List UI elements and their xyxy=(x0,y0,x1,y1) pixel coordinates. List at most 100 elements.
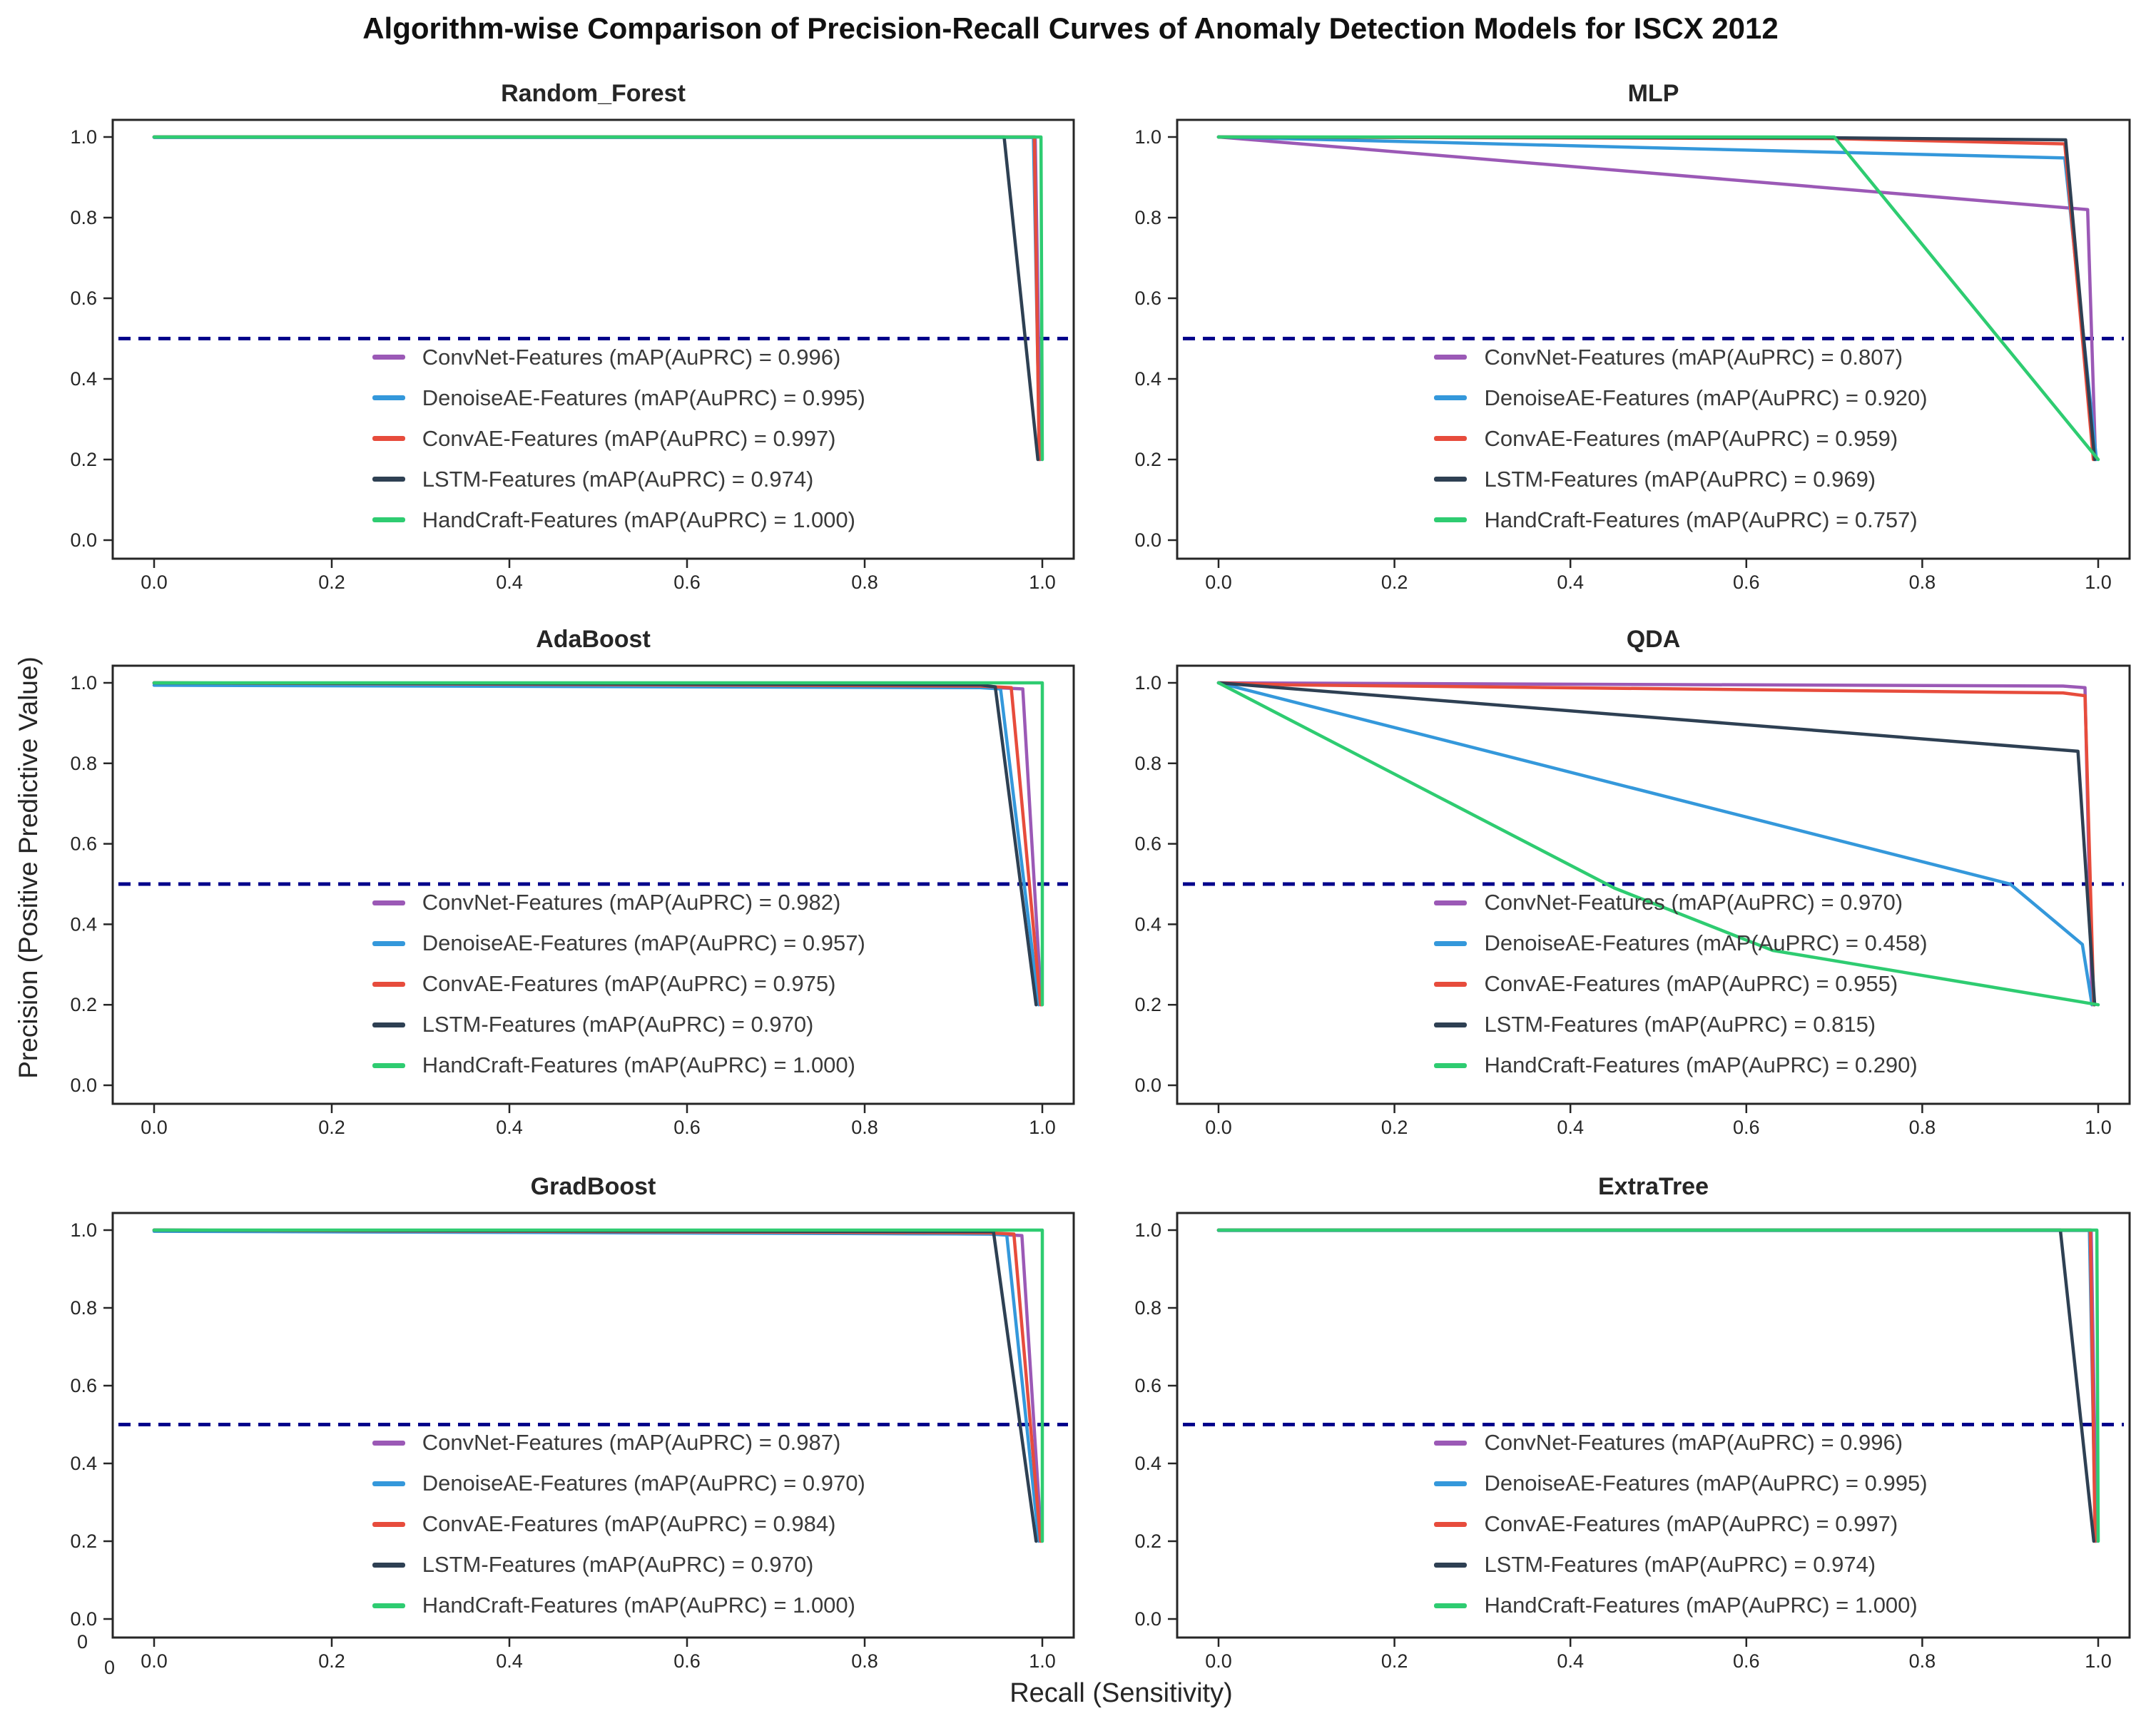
y-tick-label: 0.8 xyxy=(70,207,97,228)
y-tick-label: 0.0 xyxy=(70,1608,97,1630)
legend-line-swatch xyxy=(1434,436,1468,442)
legend-label: ConvAE-Features (mAP(AuPRC) = 0.959) xyxy=(1484,425,1898,451)
y-tick-label: 0.8 xyxy=(1134,753,1161,774)
pr-curve-DenoiseAE-Features xyxy=(152,684,1041,1007)
y-tick-label: 0.6 xyxy=(1134,288,1161,309)
x-tick-label: 1.0 xyxy=(2085,1117,2112,1138)
legend-entry: HandCraft-Features (mAP(AuPRC) = 1.000) xyxy=(1434,1590,1927,1621)
legend-label: DenoiseAE-Features (mAP(AuPRC) = 0.957) xyxy=(422,930,865,956)
x-tick-label: 1.0 xyxy=(2085,572,2112,593)
x-tick-label: 0.4 xyxy=(496,1650,523,1672)
legend-line-swatch xyxy=(1434,517,1468,523)
y-axis-label: Precision (Positive Predictive Value) xyxy=(14,656,43,1079)
legend-entry: LSTM-Features (mAP(AuPRC) = 0.970) xyxy=(372,1549,865,1580)
y-tick-label: 1.0 xyxy=(1134,126,1161,148)
legend-line-swatch xyxy=(372,355,405,360)
legend-entry: ConvAE-Features (mAP(AuPRC) = 0.997) xyxy=(1434,1508,1927,1540)
y-tick-label: 0.0 xyxy=(1134,1608,1161,1630)
legend-entry: ConvAE-Features (mAP(AuPRC) = 0.984) xyxy=(372,1508,865,1540)
legend-entry: ConvAE-Features (mAP(AuPRC) = 0.959) xyxy=(1434,423,1927,455)
y-tick-label: 0.8 xyxy=(70,753,97,774)
legend-line-swatch xyxy=(1434,1481,1468,1486)
y-tick-label: 1.0 xyxy=(70,1219,97,1241)
x-tick-label: 0.8 xyxy=(1909,1650,1936,1672)
plot-area-container: 0.0 0.2 0.4 0.6 0.8 1.0 0.0 0.2 0.4 0.6 0.8 1.0 xyxy=(70,664,1075,1138)
legend-entry: HandCraft-Features (mAP(AuPRC) = 1.000) xyxy=(372,1050,865,1081)
legend-line-swatch xyxy=(372,1562,405,1568)
legend: ConvNet-Features (mAP(AuPRC) = 0.987) Den… xyxy=(372,1427,865,1621)
legend-label: LSTM-Features (mAP(AuPRC) = 0.974) xyxy=(1484,1552,1876,1578)
plot-area: 0.0 0.2 0.4 0.6 0.8 1.0 0.0 0.2 0.4 0.6 0.8 1.0 xyxy=(70,1212,1075,1672)
plot-area: 0.0 0.2 0.4 0.6 0.8 1.0 0.0 0.2 0.4 0.6 0.8 1.0 xyxy=(1134,664,2131,1138)
legend-entry: DenoiseAE-Features (mAP(AuPRC) = 0.957) xyxy=(372,928,865,959)
x-tick-label: 0.4 xyxy=(496,1117,523,1138)
legend-entry: DenoiseAE-Features (mAP(AuPRC) = 0.970) xyxy=(372,1468,865,1499)
plot-area-container: 0.0 0.2 0.4 0.6 0.8 1.0 0.0 0.2 0.4 0.6 0.8 1.0 xyxy=(1134,664,2131,1138)
legend: ConvNet-Features (mAP(AuPRC) = 0.807) Den… xyxy=(1434,342,1928,536)
y-tick-label: 0.4 xyxy=(70,1453,97,1474)
legend-line-swatch xyxy=(372,436,405,442)
plot-border xyxy=(111,118,1075,560)
panel-title: MLP xyxy=(1627,80,1679,107)
legend-line-swatch xyxy=(372,1481,405,1486)
legend-entry: DenoiseAE-Features (mAP(AuPRC) = 0.920) xyxy=(1434,382,1928,414)
legend-line-swatch xyxy=(372,900,405,905)
legend-label: DenoiseAE-Features (mAP(AuPRC) = 0.920) xyxy=(1484,385,1928,410)
legend-label: LSTM-Features (mAP(AuPRC) = 0.974) xyxy=(422,466,814,492)
legend-label: HandCraft-Features (mAP(AuPRC) = 0.757) xyxy=(1484,507,1918,532)
y-tick-label: 0.6 xyxy=(70,288,97,309)
legend-label: HandCraft-Features (mAP(AuPRC) = 1.000) xyxy=(422,1593,855,1618)
legend-line-swatch xyxy=(372,1022,405,1027)
legend-entry: ConvNet-Features (mAP(AuPRC) = 0.970) xyxy=(1434,887,1927,918)
legend-label: ConvNet-Features (mAP(AuPRC) = 0.987) xyxy=(422,1430,841,1456)
y-tick-label: 0.6 xyxy=(1134,833,1161,855)
legend-entry: ConvNet-Features (mAP(AuPRC) = 0.987) xyxy=(372,1427,865,1458)
legend-label: ConvNet-Features (mAP(AuPRC) = 0.970) xyxy=(1484,890,1903,915)
legend-entry: ConvNet-Features (mAP(AuPRC) = 0.807) xyxy=(1434,342,1927,373)
legend-label: DenoiseAE-Features (mAP(AuPRC) = 0.970) xyxy=(422,1471,865,1496)
legend-entry: ConvAE-Features (mAP(AuPRC) = 0.955) xyxy=(1434,968,1927,1000)
legend-line-swatch xyxy=(372,1062,405,1068)
panel-title: QDA xyxy=(1626,626,1681,653)
pr-curve-HandCraft-Features xyxy=(1216,1228,2100,1543)
legend: ConvNet-Features (mAP(AuPRC) = 0.970) Den… xyxy=(1434,887,1928,1081)
outer-y-origin-label: 0 xyxy=(77,1631,88,1653)
panel-qda: QDA 0.0 0.2 0.4 0.6 0.8 1.0 0.0 0.2 0.4 0.6 0.8 1.0… xyxy=(1134,626,2131,1138)
legend: ConvNet-Features (mAP(AuPRC) = 0.982) Den… xyxy=(372,887,865,1081)
legend-entry: LSTM-Features (mAP(AuPRC) = 0.974) xyxy=(372,464,865,495)
y-tick-label: 0.0 xyxy=(70,1075,97,1096)
legend-entry: LSTM-Features (mAP(AuPRC) = 0.974) xyxy=(1434,1549,1927,1580)
plot-area: 0.0 0.2 0.4 0.6 0.8 1.0 0.0 0.2 0.4 0.6 0.8 1.0 xyxy=(1134,1212,2131,1672)
legend-line-swatch xyxy=(372,517,405,523)
plot-area-container: 0.0 0.2 0.4 0.6 0.8 1.0 0.0 0.2 0.4 0.6 0.8 1.0 xyxy=(70,118,1075,593)
y-tick-label: 1.0 xyxy=(1134,1219,1161,1241)
legend-label: HandCraft-Features (mAP(AuPRC) = 1.000) xyxy=(422,507,855,532)
x-tick-label: 0.6 xyxy=(1733,1650,1760,1672)
panel-mlp: MLP 0.0 0.2 0.4 0.6 0.8 1.0 0.0 0.2 0.4 0.6 0.8 1.0… xyxy=(1134,80,2131,593)
pr-curve-HandCraft-Features xyxy=(1216,135,2100,462)
legend-label: LSTM-Features (mAP(AuPRC) = 0.970) xyxy=(422,1552,814,1578)
y-tick-label: 0.8 xyxy=(1134,1297,1161,1319)
x-tick-label: 0.6 xyxy=(673,1650,701,1672)
pr-curve-ConvNet-Features xyxy=(1216,135,2097,462)
plot-border xyxy=(1176,1212,2131,1639)
plot-area: 0.0 0.2 0.4 0.6 0.8 1.0 0.0 0.2 0.4 0.6 0.8 1.0 xyxy=(70,118,1075,593)
plot-area: 0.0 0.2 0.4 0.6 0.8 1.0 0.0 0.2 0.4 0.6 0.8 1.0 xyxy=(70,664,1075,1138)
legend-entry: ConvNet-Features (mAP(AuPRC) = 0.982) xyxy=(372,887,865,918)
plot-area: 0.0 0.2 0.4 0.6 0.8 1.0 0.0 0.2 0.4 0.6 0.8 1.0 xyxy=(1134,118,2131,593)
legend-entry: HandCraft-Features (mAP(AuPRC) = 0.290) xyxy=(1434,1050,1927,1081)
legend-label: ConvNet-Features (mAP(AuPRC) = 0.807) xyxy=(1484,344,1903,370)
legend-line-swatch xyxy=(1434,1062,1468,1068)
legend-line-swatch xyxy=(372,477,405,482)
legend-label: ConvNet-Features (mAP(AuPRC) = 0.996) xyxy=(1484,1430,1903,1456)
x-tick-label: 0.4 xyxy=(1557,1117,1584,1138)
legend-label: ConvAE-Features (mAP(AuPRC) = 0.997) xyxy=(1484,1511,1898,1537)
plot-area-container: 0.0 0.2 0.4 0.6 0.8 1.0 0.0 0.2 0.4 0.6 0.8 1.0 xyxy=(1134,1212,2131,1672)
y-tick-label: 0.6 xyxy=(70,1375,97,1396)
panel-random-forest: Random_Forest 0.0 0.2 0.4 0.6 0.8 1.0 0.0 0.2 0.… xyxy=(70,80,1075,593)
legend-label: DenoiseAE-Features (mAP(AuPRC) = 0.458) xyxy=(1484,930,1928,956)
legend-line-swatch xyxy=(1434,940,1468,946)
x-tick-label: 0.4 xyxy=(496,572,523,593)
legend-entry: LSTM-Features (mAP(AuPRC) = 0.969) xyxy=(1434,464,1927,495)
